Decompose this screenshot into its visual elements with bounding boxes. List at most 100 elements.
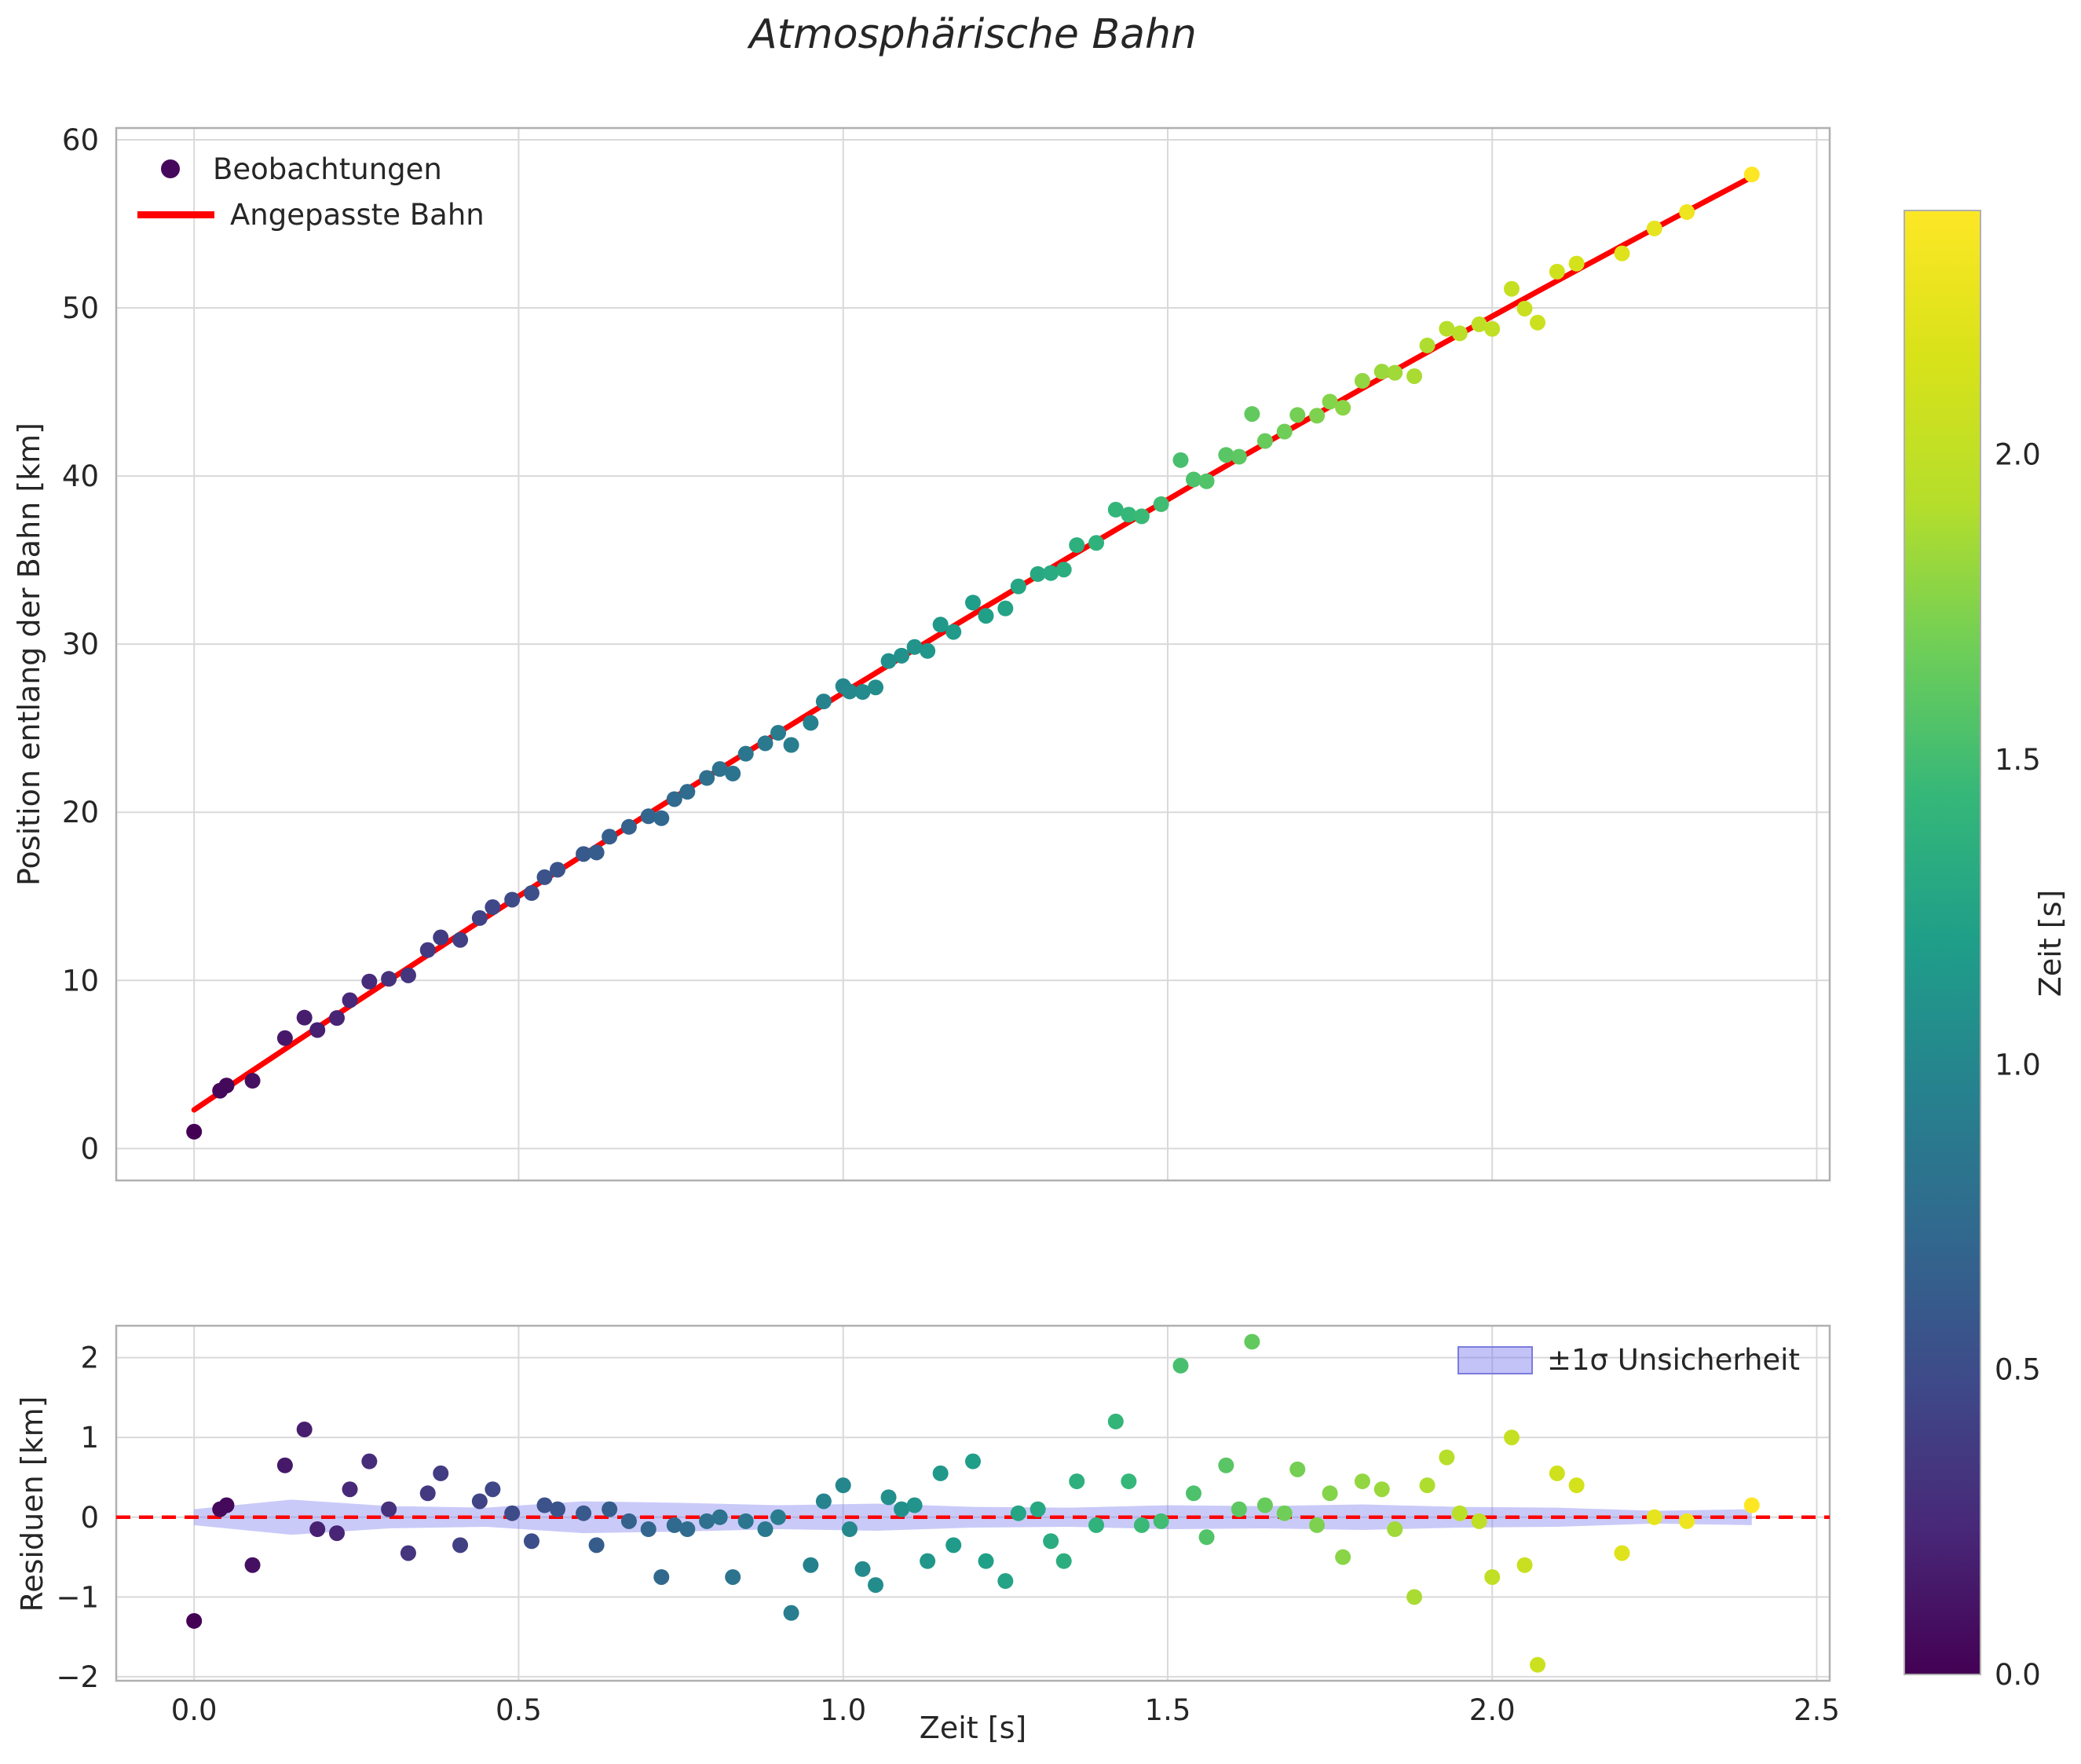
residual-point [381, 1501, 397, 1517]
residual-point [1743, 1497, 1760, 1513]
observation-point [381, 971, 397, 987]
svg-text:1.5: 1.5 [1145, 1693, 1191, 1727]
uncertainty-band-swatch-icon [1457, 1345, 1533, 1374]
svg-text:1.5: 1.5 [1995, 743, 2041, 777]
residual-point [1198, 1529, 1215, 1546]
residual-point [1043, 1533, 1059, 1550]
residual-point [1322, 1485, 1338, 1502]
residual-point [679, 1521, 696, 1538]
observation-point [602, 829, 618, 845]
observation-point [1218, 447, 1234, 463]
residual-point [1614, 1545, 1630, 1561]
residual-point [757, 1521, 774, 1538]
observations-scatter [186, 167, 1760, 1140]
bottom-x-tick-labels: 0.0 0.5 1.0 1.5 2.0 2.5 [171, 1693, 1840, 1727]
residual-point [1516, 1557, 1533, 1573]
residual-point [1471, 1513, 1487, 1529]
svg-text:2.5: 2.5 [1794, 1693, 1840, 1727]
residual-point [841, 1521, 858, 1538]
colorbar [1904, 210, 1981, 1675]
residual-point [1121, 1473, 1137, 1490]
observation-point [1172, 452, 1189, 468]
observation-point [1010, 578, 1026, 595]
observation-point [1516, 300, 1533, 317]
observation-point [1568, 255, 1585, 272]
residual-point [342, 1481, 358, 1498]
svg-text:0: 0 [80, 1132, 99, 1166]
trajectory-panel-grid [116, 128, 1830, 1180]
residual-point [504, 1505, 521, 1521]
observation-point [452, 931, 469, 948]
observation-point [1055, 562, 1072, 578]
residual-point [770, 1509, 787, 1525]
observation-point [1614, 245, 1630, 262]
residual-point [783, 1605, 799, 1621]
legend-uncertainty-label: ±1σ Unsicherheit [1547, 1343, 1800, 1377]
residuals-scatter [186, 1334, 1760, 1673]
observation-point [1335, 400, 1351, 416]
observation-point [1679, 203, 1695, 220]
residual-point [854, 1561, 871, 1577]
observation-point [1309, 408, 1326, 424]
observation-point [1256, 433, 1273, 449]
residual-point [932, 1465, 949, 1481]
observation-point [504, 891, 521, 908]
observation-point [803, 715, 819, 731]
residual-panel-grid [116, 1326, 1830, 1681]
residual-point [485, 1481, 501, 1498]
svg-text:0: 0 [80, 1501, 99, 1535]
observation-point [880, 653, 897, 669]
residual-point [1309, 1517, 1326, 1533]
observation-point [218, 1078, 235, 1094]
svg-text:10: 10 [62, 964, 99, 997]
residual-point [588, 1537, 605, 1554]
svg-text:0.5: 0.5 [496, 1693, 542, 1727]
residual-point [1679, 1513, 1695, 1529]
residual-point [419, 1485, 436, 1502]
colorbar-tick-labels: 0.0 0.5 1.0 1.5 2.0 [1995, 438, 2041, 1692]
residual-point [815, 1493, 832, 1510]
residual-point [835, 1477, 851, 1494]
residual-point [965, 1453, 981, 1469]
observation-point [1289, 407, 1306, 423]
residual-point [602, 1501, 618, 1517]
residual-point [244, 1557, 261, 1573]
observation-point [620, 818, 637, 835]
observation-point [1406, 368, 1423, 384]
observation-point [419, 942, 436, 958]
svg-text:40: 40 [62, 459, 99, 493]
observation-point [1121, 507, 1137, 523]
residual-point [1387, 1521, 1403, 1538]
residual-point [1289, 1461, 1306, 1477]
residual-point [186, 1612, 203, 1629]
residual-point [309, 1521, 326, 1538]
observation-point [1107, 501, 1124, 518]
residual-point [1256, 1497, 1273, 1513]
residual-point [620, 1513, 637, 1529]
residual-point [711, 1509, 728, 1525]
residual-panel-frame [115, 1324, 1831, 1682]
observation-point [757, 735, 774, 752]
observation-point [653, 810, 670, 826]
residual-point [1354, 1473, 1370, 1490]
residual-point [1568, 1477, 1585, 1494]
observation-point [550, 862, 566, 878]
residual-point [361, 1453, 378, 1469]
residual-point [997, 1573, 1014, 1590]
observation-point [841, 683, 858, 700]
observation-point [1743, 167, 1760, 183]
fit-line-swatch-icon [137, 210, 214, 218]
observation-point [1043, 565, 1059, 581]
residual-point [945, 1537, 962, 1554]
residual-point [1030, 1501, 1046, 1517]
observation-point [1133, 508, 1150, 525]
observation-point [1484, 320, 1501, 337]
observation-point [868, 679, 884, 696]
residual-point [1055, 1553, 1072, 1569]
observation-point [1244, 406, 1260, 423]
observation-point [640, 808, 656, 825]
legend-fit-label: Angepasste Bahn [230, 197, 485, 232]
observation-point [361, 973, 378, 990]
observation-point [1471, 316, 1487, 332]
